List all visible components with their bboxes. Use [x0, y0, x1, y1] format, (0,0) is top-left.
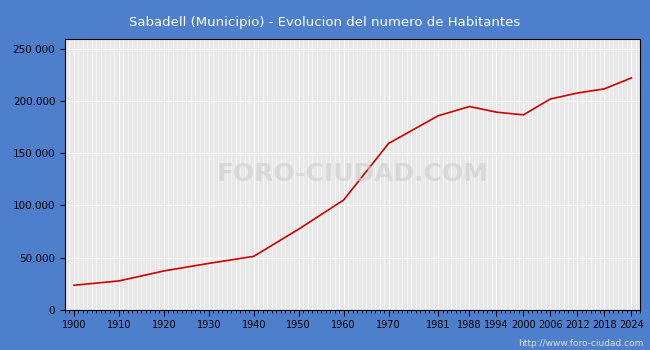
Text: http://www.foro-ciudad.com: http://www.foro-ciudad.com	[518, 339, 644, 348]
Text: FORO-CIUDAD.COM: FORO-CIUDAD.COM	[216, 162, 489, 186]
Text: Sabadell (Municipio) - Evolucion del numero de Habitantes: Sabadell (Municipio) - Evolucion del num…	[129, 16, 521, 29]
